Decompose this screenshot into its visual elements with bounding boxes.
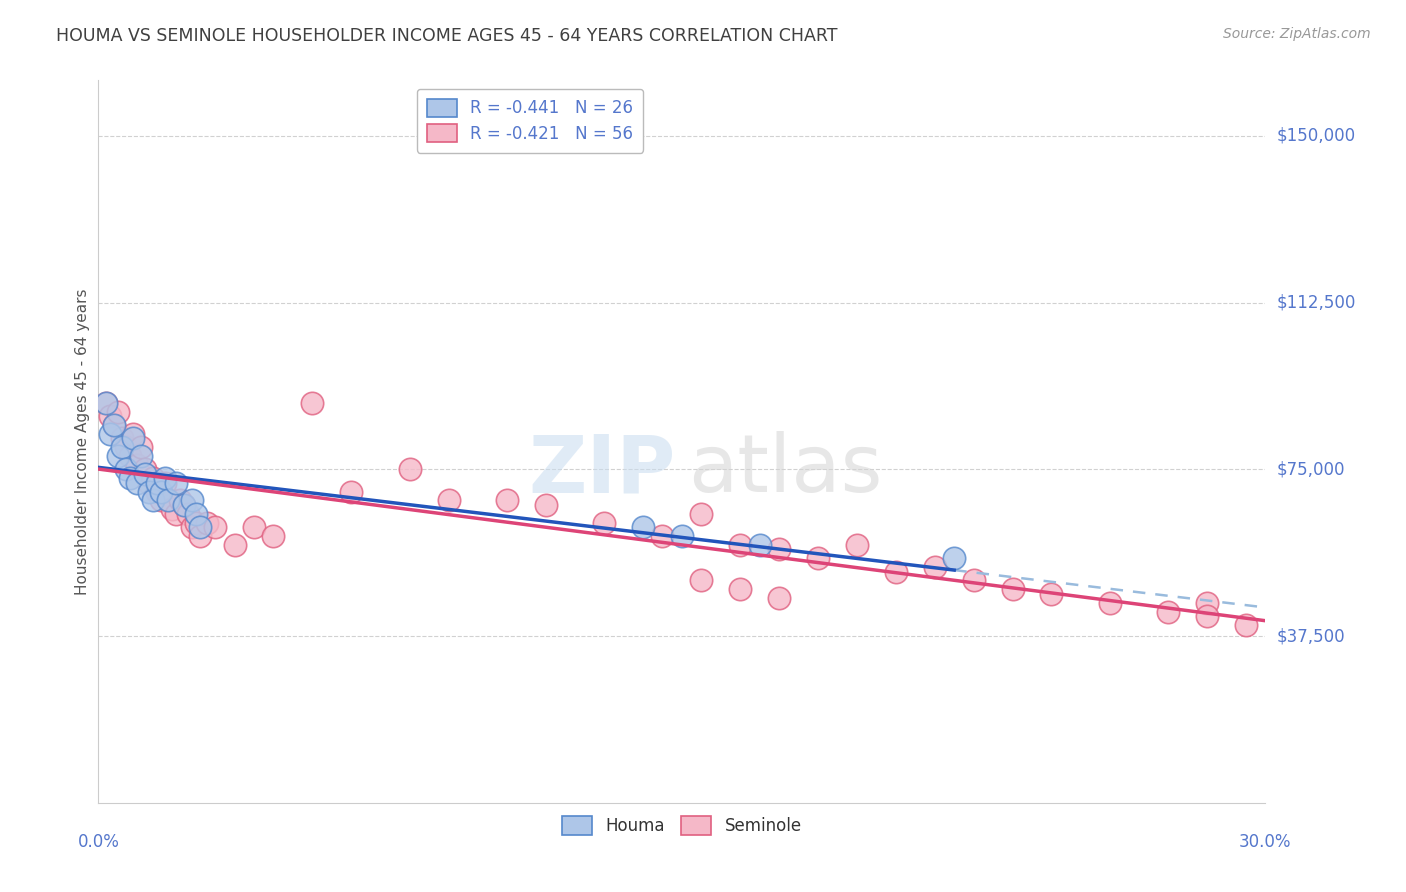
Point bbox=[943, 551, 966, 566]
Point bbox=[437, 493, 460, 508]
Point bbox=[165, 507, 187, 521]
Point bbox=[768, 542, 790, 557]
Point bbox=[224, 538, 246, 552]
Point bbox=[118, 471, 141, 485]
Point bbox=[129, 449, 152, 463]
Point bbox=[768, 591, 790, 606]
Point bbox=[96, 395, 118, 409]
Point bbox=[195, 516, 218, 530]
Point bbox=[690, 507, 713, 521]
Point bbox=[180, 520, 202, 534]
Text: 0.0%: 0.0% bbox=[77, 833, 120, 851]
Point bbox=[111, 431, 134, 445]
Point bbox=[153, 471, 176, 485]
Point bbox=[122, 426, 145, 441]
Point bbox=[134, 467, 156, 481]
Point bbox=[243, 520, 266, 534]
Point bbox=[134, 462, 156, 476]
Point bbox=[188, 520, 211, 534]
Point bbox=[262, 529, 284, 543]
Point bbox=[184, 516, 207, 530]
Point bbox=[1234, 618, 1257, 632]
Point bbox=[884, 565, 907, 579]
Point bbox=[103, 417, 125, 432]
Point bbox=[107, 449, 129, 463]
Point bbox=[1157, 605, 1180, 619]
Text: $75,000: $75,000 bbox=[1277, 460, 1346, 478]
Point bbox=[962, 574, 984, 588]
Point bbox=[122, 431, 145, 445]
Point bbox=[924, 560, 946, 574]
Point bbox=[340, 484, 363, 499]
Point bbox=[534, 498, 557, 512]
Y-axis label: Householder Income Ages 45 - 64 years: Householder Income Ages 45 - 64 years bbox=[75, 288, 90, 595]
Point bbox=[690, 574, 713, 588]
Text: $150,000: $150,000 bbox=[1277, 127, 1355, 145]
Point bbox=[631, 520, 654, 534]
Legend: Houma, Seminole: Houma, Seminole bbox=[553, 806, 811, 845]
Point bbox=[96, 395, 118, 409]
Point bbox=[1001, 582, 1024, 597]
Point bbox=[169, 493, 191, 508]
Point bbox=[114, 462, 136, 476]
Point bbox=[146, 475, 169, 490]
Point bbox=[118, 449, 141, 463]
Point bbox=[157, 493, 180, 508]
Text: $37,500: $37,500 bbox=[1277, 627, 1346, 645]
Point bbox=[138, 484, 160, 499]
Point bbox=[142, 493, 165, 508]
Point bbox=[127, 458, 149, 472]
Text: HOUMA VS SEMINOLE HOUSEHOLDER INCOME AGES 45 - 64 YEARS CORRELATION CHART: HOUMA VS SEMINOLE HOUSEHOLDER INCOME AGE… bbox=[56, 27, 838, 45]
Point bbox=[1040, 587, 1063, 601]
Point bbox=[807, 551, 830, 566]
Point bbox=[651, 529, 673, 543]
Text: ZIP: ZIP bbox=[529, 432, 676, 509]
Point bbox=[162, 502, 184, 516]
Point bbox=[127, 475, 149, 490]
Point bbox=[149, 493, 172, 508]
Point bbox=[1098, 596, 1121, 610]
Point bbox=[177, 507, 200, 521]
Point bbox=[165, 475, 187, 490]
Point bbox=[730, 582, 752, 597]
Point bbox=[98, 426, 121, 441]
Point bbox=[129, 440, 152, 454]
Point bbox=[671, 529, 693, 543]
Point bbox=[111, 440, 134, 454]
Point bbox=[1195, 596, 1218, 610]
Point bbox=[149, 484, 172, 499]
Point bbox=[157, 493, 180, 508]
Point bbox=[146, 484, 169, 499]
Point bbox=[107, 404, 129, 418]
Point bbox=[184, 507, 207, 521]
Point bbox=[180, 493, 202, 508]
Text: $112,500: $112,500 bbox=[1277, 293, 1355, 311]
Text: 30.0%: 30.0% bbox=[1239, 833, 1292, 851]
Point bbox=[204, 520, 226, 534]
Point bbox=[398, 462, 420, 476]
Point bbox=[142, 471, 165, 485]
Point bbox=[138, 475, 160, 490]
Point bbox=[301, 395, 323, 409]
Point bbox=[114, 440, 136, 454]
Point bbox=[103, 417, 125, 432]
Point bbox=[173, 498, 195, 512]
Point bbox=[153, 475, 176, 490]
Point bbox=[188, 529, 211, 543]
Text: Source: ZipAtlas.com: Source: ZipAtlas.com bbox=[1223, 27, 1371, 41]
Point bbox=[846, 538, 869, 552]
Point bbox=[748, 538, 770, 552]
Point bbox=[496, 493, 519, 508]
Point bbox=[1195, 609, 1218, 624]
Text: atlas: atlas bbox=[688, 432, 882, 509]
Point bbox=[730, 538, 752, 552]
Point bbox=[593, 516, 616, 530]
Point bbox=[98, 409, 121, 423]
Point bbox=[173, 498, 195, 512]
